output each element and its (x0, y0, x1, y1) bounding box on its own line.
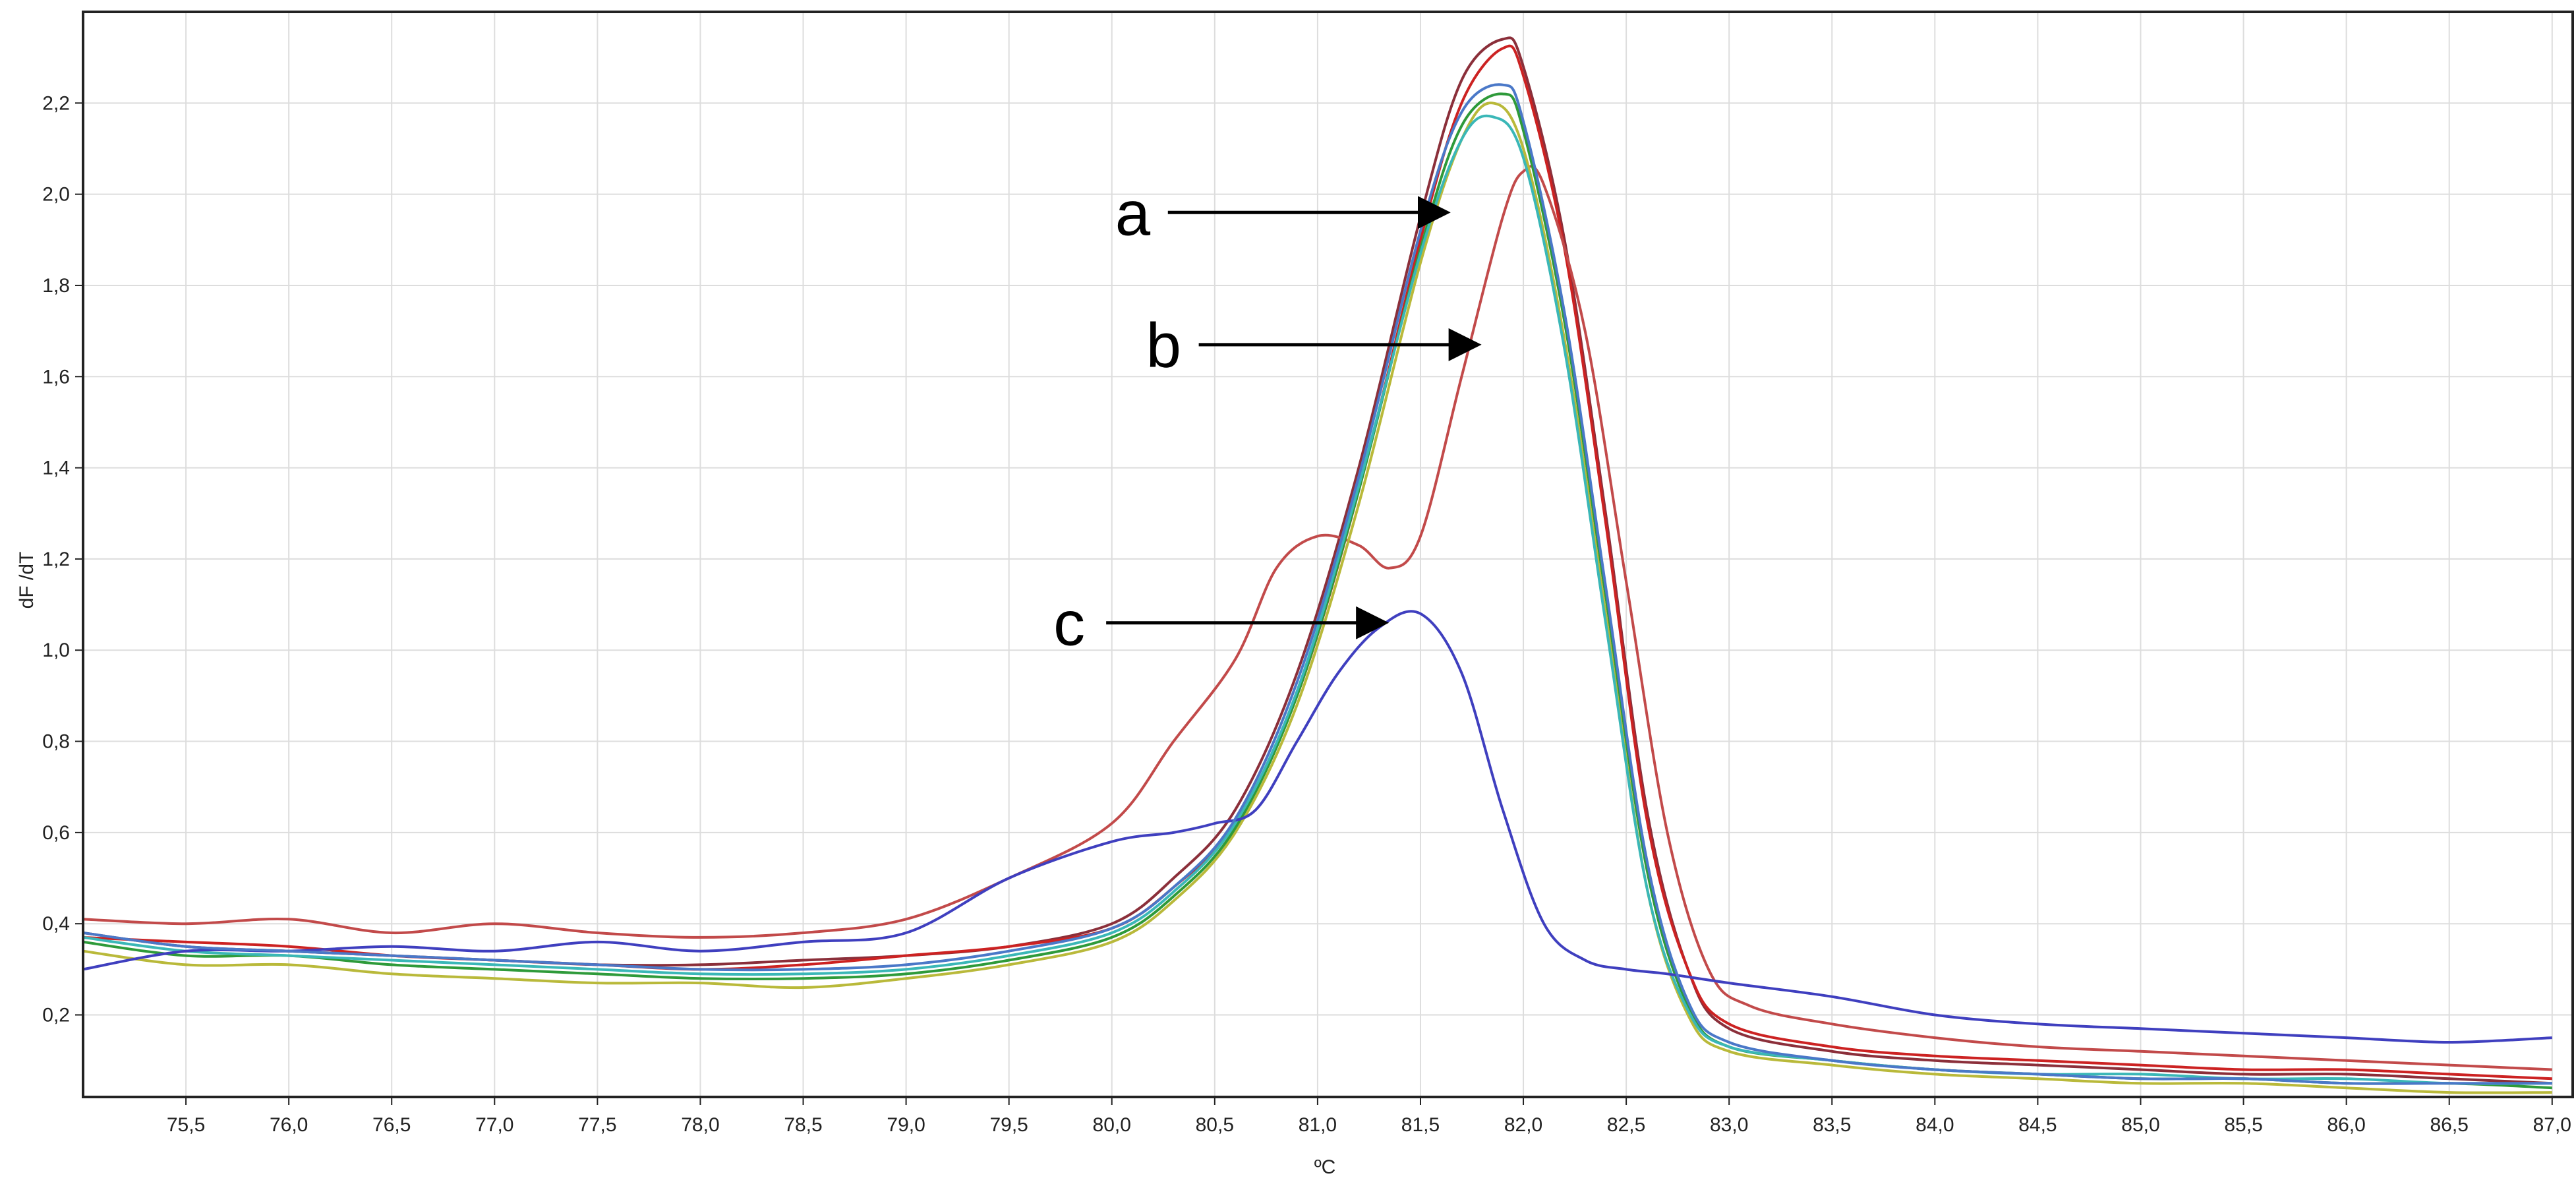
x-tick-label: 75,5 (167, 1114, 205, 1136)
annotation-label-a: a (1115, 178, 1151, 249)
series-line-1 (83, 36, 2552, 1085)
y-tick-label: 0,4 (42, 913, 70, 935)
y-tick-label: 0,2 (42, 1005, 70, 1026)
x-tick-label: 76,0 (270, 1114, 308, 1136)
y-axis-title: dF /dT (16, 552, 38, 609)
series-lines (83, 36, 2552, 1094)
y-tick-label: 0,8 (42, 731, 70, 753)
x-tick-label: 78,0 (681, 1114, 719, 1136)
x-tick-label: 83,0 (1710, 1114, 1748, 1136)
x-tick-label: 85,0 (2121, 1114, 2159, 1136)
annotation-label-c: c (1053, 589, 1085, 659)
annotation-label-b: b (1146, 311, 1181, 381)
x-tick-label: 86,0 (2327, 1114, 2365, 1136)
annotations: ab c (1053, 178, 1482, 659)
x-tick-label: 86,5 (2430, 1114, 2469, 1136)
plot-background (83, 12, 2573, 1097)
series-line-8 (83, 83, 2552, 1085)
x-tick-label: 87,0 (2533, 1114, 2571, 1136)
x-tick-label: 76,5 (372, 1114, 411, 1136)
y-axis-ticks: 0,2 0,4 0,6 0,8 1,0 1,2 1,4 1,6 1,8 2,0 2,2 (42, 92, 83, 1026)
x-tick-label: 82,5 (1607, 1114, 1645, 1136)
y-tick-label: 1,0 (42, 639, 70, 661)
x-tick-label: 84,0 (1916, 1114, 1954, 1136)
x-tick-label: 81,5 (1401, 1114, 1440, 1136)
x-axis-ticks: 75,5 76,0 76,5 77,0 77,5 78,0 78,5 79,0 79,5 80,0… (167, 1097, 2571, 1136)
x-tick-label: 79,5 (989, 1114, 1028, 1136)
x-tick-label: 82,0 (1504, 1114, 1542, 1136)
x-tick-label: 77,5 (578, 1114, 616, 1136)
x-tick-label: 85,5 (2224, 1114, 2262, 1136)
y-tick-label: 0,6 (42, 822, 70, 844)
grid-lines (83, 12, 2573, 1097)
x-tick-label: 77,0 (475, 1114, 513, 1136)
x-tick-label: 83,5 (1813, 1114, 1851, 1136)
series-line-3 (83, 165, 2552, 1071)
x-tick-label: 81,0 (1299, 1114, 1337, 1136)
y-tick-label: 2,0 (42, 184, 70, 206)
plot-frame (82, 11, 2574, 1098)
y-tick-label: 1,8 (42, 275, 70, 297)
y-tick-label: 1,2 (42, 548, 70, 570)
x-tick-label: 78,5 (784, 1114, 822, 1136)
x-tick-label: 84,5 (2018, 1114, 2057, 1136)
x-tick-label: 80,0 (1093, 1114, 1131, 1136)
y-tick-label: 2,2 (42, 92, 70, 114)
x-axis-title: ºC (1314, 1156, 1336, 1178)
y-tick-label: 1,4 (42, 458, 70, 479)
y-tick-label: 1,6 (42, 366, 70, 388)
x-tick-label: 80,5 (1196, 1114, 1234, 1136)
x-tick-label: 79,0 (887, 1114, 925, 1136)
